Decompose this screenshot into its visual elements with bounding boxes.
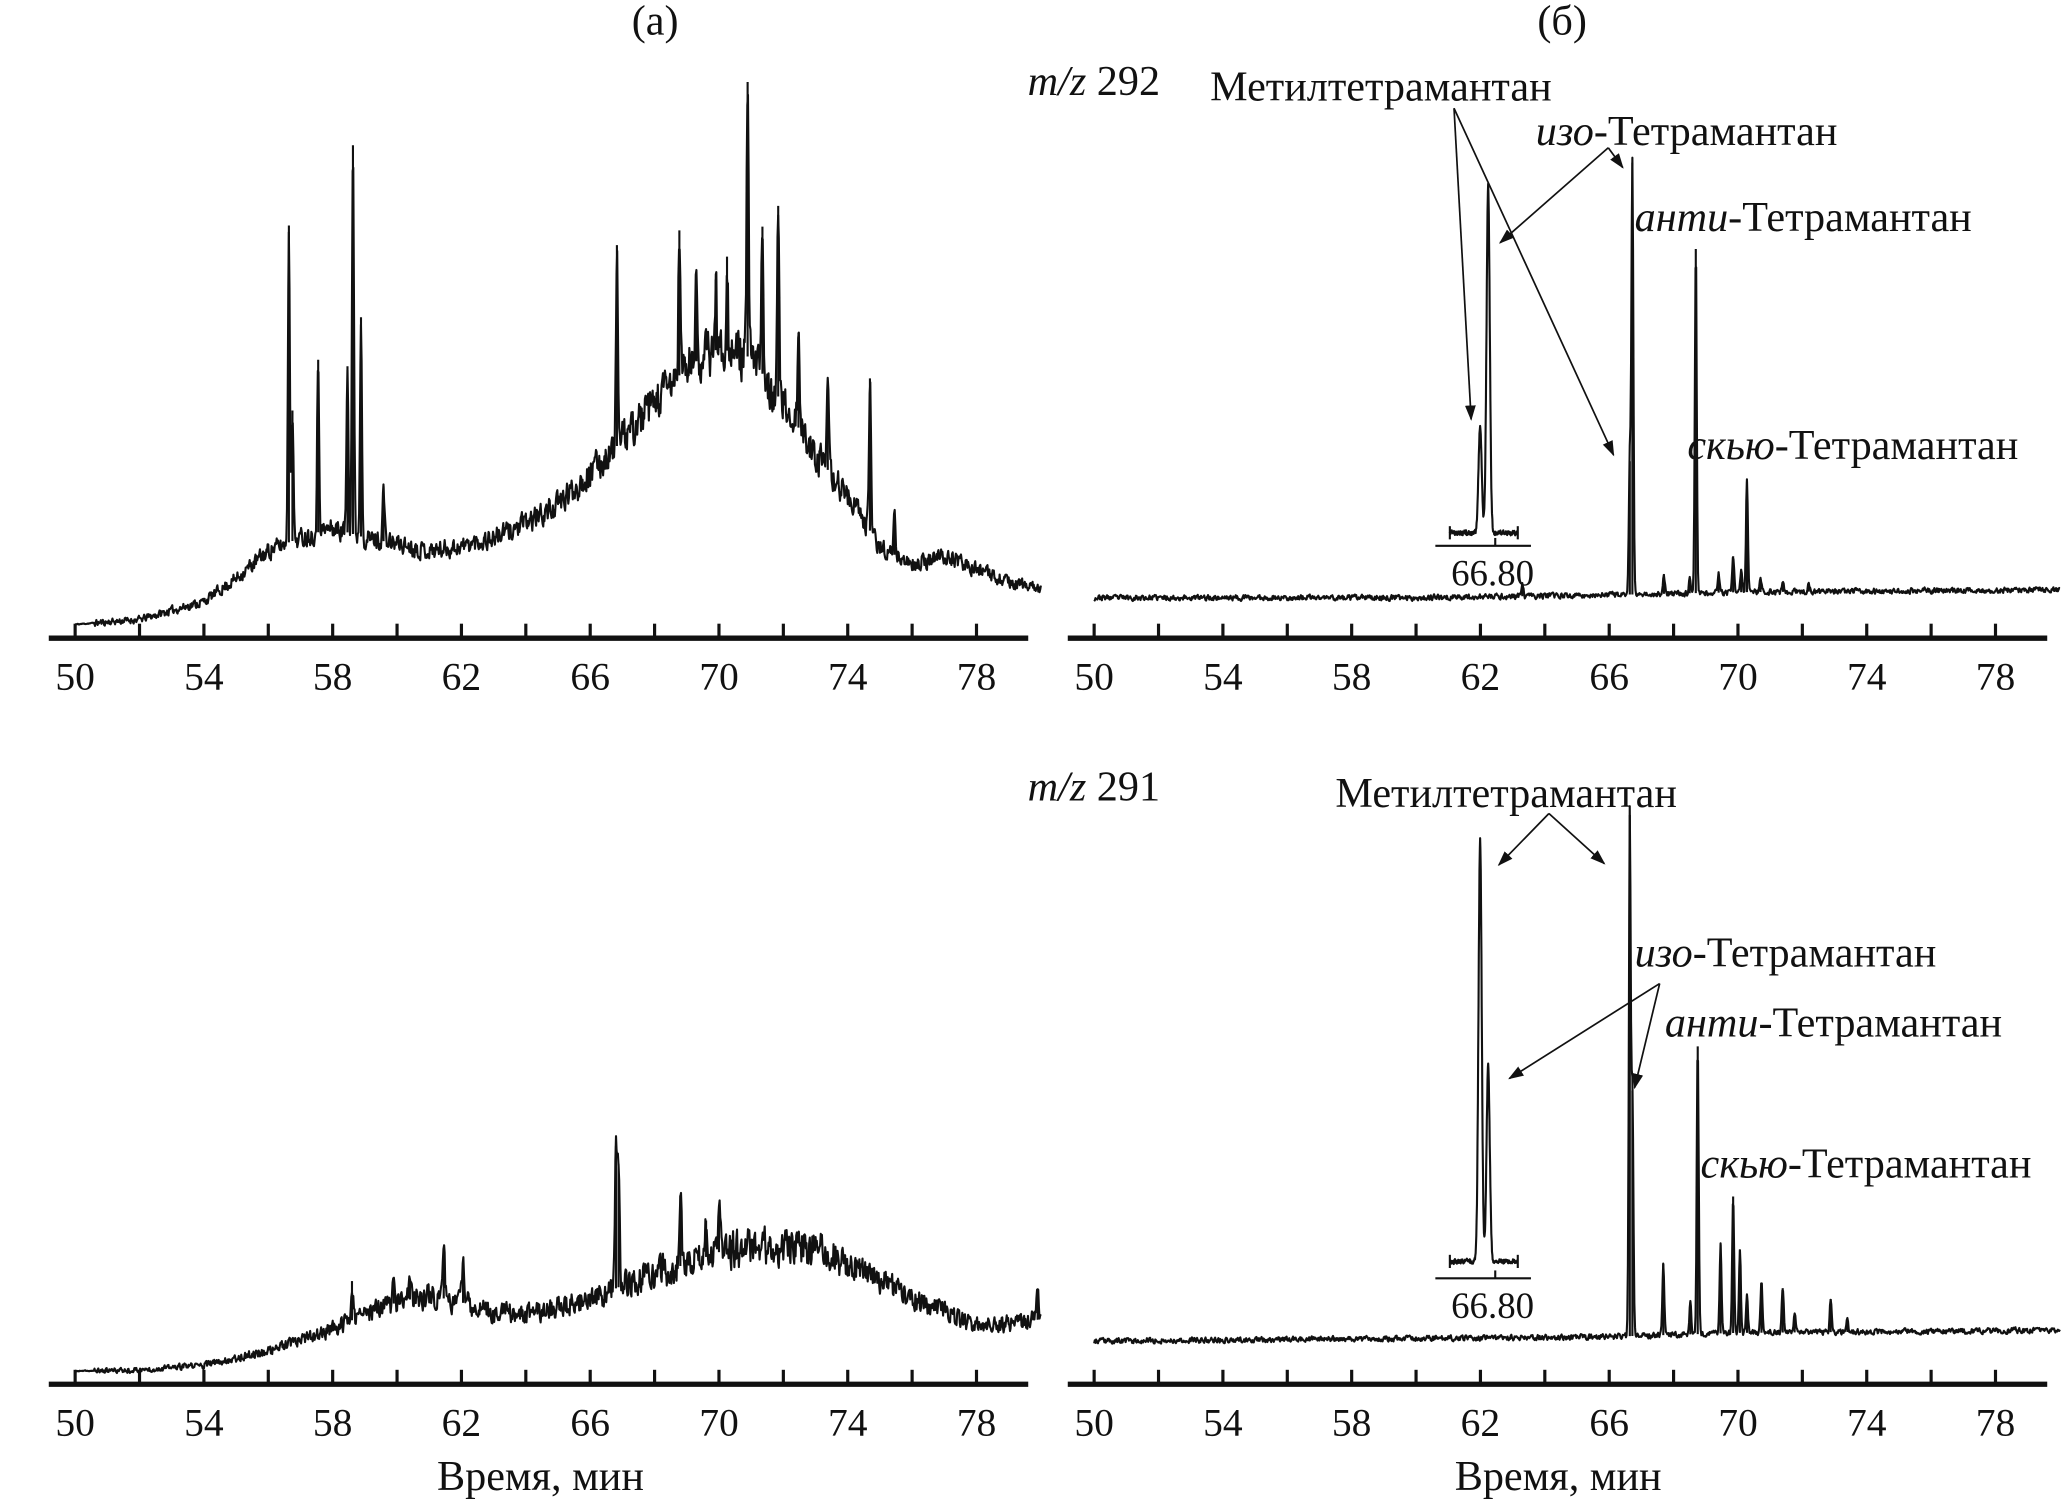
x-tick-label: 54 <box>1203 1401 1243 1445</box>
arrow-iso-291-main <box>1632 983 1661 1090</box>
x-tick-label: 62 <box>442 1401 482 1445</box>
arrow-iso-292-main <box>1607 147 1624 169</box>
x-tick-label: 66 <box>1589 1401 1629 1445</box>
x-tick-label: 70 <box>699 1401 739 1445</box>
annotation-skew-tetramantane-291: скью-Тетрамантан <box>1701 1140 2032 1187</box>
x-tick-label: 70 <box>1718 655 1758 699</box>
x-tick-label: 58 <box>313 655 353 699</box>
annotation-skew-tetramantane-292: скью-Тетрамантан <box>1687 422 2018 469</box>
chart-b-mz292: 50 54 58 62 66 70 74 78 66.80 <box>1067 156 2061 699</box>
arrow-methyl-291-inset <box>1497 812 1550 867</box>
x-tick-label: 62 <box>442 655 482 699</box>
annotation-methyltetramantane-291: Метилтетрамантан <box>1335 770 1677 817</box>
ion-label-292: m/z 292 <box>1028 58 1160 105</box>
x-tick-label: 66 <box>1589 655 1629 699</box>
arrow-iso-291-inset <box>1508 982 1661 1080</box>
x-tick-label: 62 <box>1461 1401 1501 1445</box>
x-tick-label: 66 <box>570 655 610 699</box>
annotation-iso-tetramantane-292: изо-Тетрамантан <box>1536 108 1838 155</box>
x-tick-label: 54 <box>1203 655 1243 699</box>
x-tick-label: 58 <box>1332 655 1372 699</box>
chromatogram-trace-a-291 <box>74 1135 1042 1375</box>
x-tick-label: 70 <box>699 655 739 699</box>
x-tick-label: 78 <box>1976 1401 2016 1445</box>
x-tick-label: 78 <box>1976 655 2016 699</box>
panel-label-b: (б) <box>1537 0 1587 44</box>
x-tick-label: 62 <box>1461 655 1501 699</box>
arrow-methyl-292-main <box>1453 107 1615 457</box>
panel-label-a: (а) <box>632 0 679 44</box>
x-tick-label: 70 <box>1718 1401 1758 1445</box>
inset-trace <box>1448 182 1519 537</box>
chart-a-mz291: 50 54 58 62 66 70 74 78 <box>48 1135 1042 1445</box>
chromatogram-trace-b-292 <box>1093 156 2061 603</box>
arrow-methyl-291-main <box>1548 812 1606 865</box>
chromatogram-trace-b-291 <box>1093 805 2061 1345</box>
x-axis-title-a: Время, мин <box>437 1453 644 1500</box>
chart-b-mz291: 50 54 58 62 66 70 74 78 66.80 <box>1067 805 2061 1445</box>
x-tick-label: 74 <box>1847 1401 1887 1445</box>
x-tick-label: 74 <box>828 655 868 699</box>
x-axis-title-b: Время, мин <box>1455 1453 1662 1500</box>
x-tick-label: 78 <box>957 1401 997 1445</box>
arrow-methyl-292-inset <box>1453 108 1476 421</box>
x-tick-label: 58 <box>313 1401 353 1445</box>
inset-trace <box>1449 837 1519 1266</box>
x-tick-label: 50 <box>1074 1401 1114 1445</box>
x-tick-label: 50 <box>55 655 95 699</box>
annotation-methyltetramantane-292: Метилтетрамантан <box>1210 63 1552 110</box>
chart-a-mz292: 50 54 58 62 66 70 74 78 <box>48 81 1042 699</box>
inset-scale-label: 66.80 <box>1451 552 1534 593</box>
annotation-anti-tetramantane-292: анти-Тетрамантан <box>1635 194 1972 241</box>
x-tick-label: 54 <box>184 1401 224 1445</box>
x-tick-label: 74 <box>828 1401 868 1445</box>
x-tick-label: 66 <box>570 1401 610 1445</box>
ion-label-291: m/z 291 <box>1028 763 1160 810</box>
x-tick-label: 58 <box>1332 1401 1372 1445</box>
annotation-iso-tetramantane-291: изо-Тетрамантан <box>1635 929 1937 976</box>
arrow-iso-292-inset <box>1498 147 1609 244</box>
x-tick-label: 54 <box>184 655 224 699</box>
x-tick-label: 50 <box>1074 655 1114 699</box>
chromatogram-trace-a-292 <box>74 93 1042 627</box>
x-tick-label: 50 <box>55 1401 95 1445</box>
inset-expanded-peak: 66.80 <box>1435 182 1534 593</box>
inset-expanded-peak: 66.80 <box>1435 837 1534 1326</box>
annotation-anti-tetramantane-291: анти-Тетрамантан <box>1665 999 2002 1046</box>
x-tick-label: 78 <box>957 655 997 699</box>
x-tick-label: 74 <box>1847 655 1887 699</box>
inset-scale-label: 66.80 <box>1451 1285 1534 1326</box>
